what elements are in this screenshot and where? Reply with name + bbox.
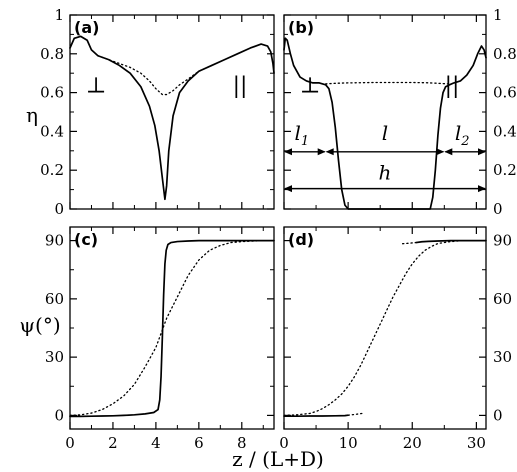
dotted-series (401, 241, 417, 245)
x-tick-label: 8 (237, 434, 247, 452)
perpendicular-annotation: ⊥ (300, 74, 321, 99)
y-tick-label: 0.4 (493, 122, 517, 140)
perpendicular-annotation: ⊥ (86, 74, 107, 99)
y-tick-label: 30 (493, 348, 512, 366)
y-tick-label: 90 (45, 232, 64, 250)
panel-label: (a) (74, 18, 99, 37)
x-tick-label: 30 (467, 434, 486, 452)
y-tick-label: 0.6 (493, 84, 517, 102)
l-arrow (325, 148, 445, 156)
y-tick-label: 60 (45, 290, 64, 308)
x-tick-label: 4 (151, 434, 161, 452)
y-tick-label: 90 (493, 232, 512, 250)
dotted-series (283, 239, 487, 417)
plot-frame (283, 226, 487, 430)
plot-frame (69, 226, 275, 430)
solid-series (283, 37, 487, 210)
y-tick-label: 1 (54, 6, 64, 24)
y-tick-label: 0.8 (493, 45, 517, 63)
y-tick-label: 0 (54, 406, 64, 424)
y-tick-label: 30 (45, 348, 64, 366)
l1-arrow (284, 148, 326, 156)
dotted-series (97, 55, 213, 96)
h-arrow (284, 185, 486, 193)
plot-frame (69, 14, 275, 210)
dotted-series (69, 239, 275, 417)
y-tick-label: 0.2 (40, 161, 64, 179)
y-tick-label: 0.6 (40, 84, 64, 102)
x-tick-label: 6 (194, 434, 204, 452)
y-tick-label: 0 (493, 406, 503, 424)
l-label: l (382, 121, 388, 145)
dotted-series (325, 81, 449, 85)
l2-arrow (444, 148, 486, 156)
y-tick-label: 0.4 (40, 122, 64, 140)
solid-series (69, 35, 275, 201)
y-axis-label-eta: η (26, 103, 38, 127)
y-tick-label: 0 (493, 200, 503, 218)
x-tick-label: 0 (279, 434, 289, 452)
panel-label: (b) (288, 18, 314, 37)
x-tick-label: 10 (339, 434, 358, 452)
solid-series (283, 414, 349, 418)
l1-subscript: 1 (301, 134, 309, 149)
x-axis-label: z / (L+D) (232, 447, 324, 471)
y-axis-label-psi: ψ(°) (19, 313, 60, 337)
parallel-annotation: || (445, 74, 460, 99)
y-tick-label: 0.8 (40, 45, 64, 63)
panel-c: 0 2 4 6 8 0 30 60 90 (c) (45, 226, 275, 452)
l2-subscript: 2 (460, 134, 469, 149)
solid-series (69, 239, 275, 418)
y-tick-label: 0.2 (493, 161, 517, 179)
y-tick-label: 60 (493, 290, 512, 308)
y-tick-label: 0 (54, 200, 64, 218)
x-tick-label: 2 (108, 434, 118, 452)
panel-label: (c) (74, 230, 98, 249)
h-label: h (379, 161, 392, 185)
panel-a: 0 0.2 0.4 0.6 0.8 1 (a) ⊥ || (40, 6, 275, 218)
panel-d: 0 10 20 30 0 30 60 90 (d) (279, 226, 512, 452)
x-tick-label: 20 (403, 434, 422, 452)
panel-label: (d) (288, 230, 314, 249)
panels: 0 0.2 0.4 0.6 0.8 1 (a) ⊥ || 0 0.2 0.4 0.6 0.8 1 (b) ⊥ ||… (40, 6, 517, 452)
parallel-annotation: || (233, 74, 248, 99)
l1-label: l1 (294, 121, 309, 149)
x-tick-label: 0 (65, 434, 75, 452)
panel-b: 0 0.2 0.4 0.6 0.8 1 (b) ⊥ || l1 l l2 h (283, 6, 517, 218)
y-tick-label: 1 (493, 6, 503, 24)
l2-label: l2 (455, 121, 470, 149)
dotted-series (347, 412, 363, 416)
